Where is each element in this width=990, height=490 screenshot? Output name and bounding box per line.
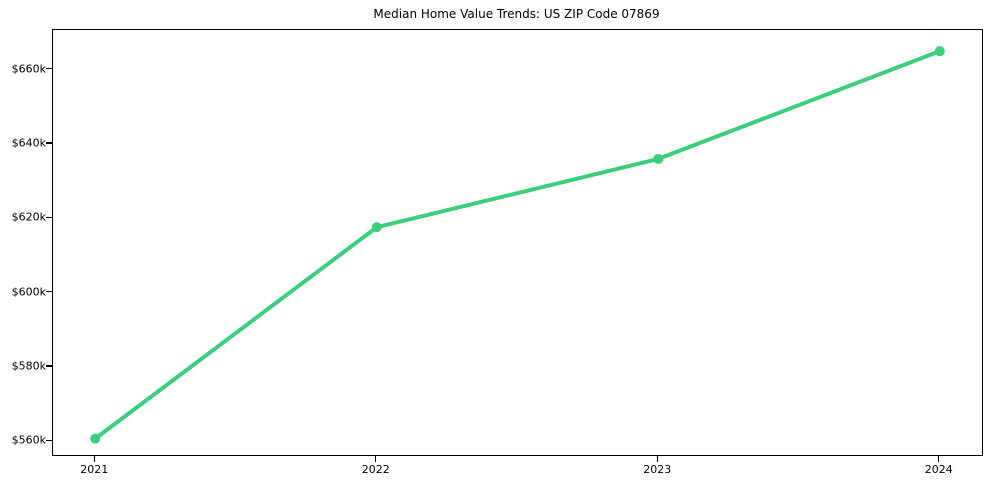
y-tick-mark (46, 365, 52, 367)
line-plot-canvas (90, 46, 945, 444)
data-point-2022 (371, 222, 382, 233)
y-tick-mark (46, 291, 52, 293)
x-tick-label: 2022 (361, 463, 390, 476)
y-tick-mark (46, 68, 52, 70)
trend-line (93, 49, 942, 441)
y-tick-label: $660k (11, 62, 46, 76)
data-point-2024 (934, 46, 945, 57)
y-tick-mark (46, 216, 52, 218)
x-tick-mark (938, 455, 940, 462)
x-tick-mark (656, 455, 658, 462)
x-tick-mark (93, 455, 95, 462)
y-tick-mark (46, 439, 52, 441)
data-point-2021 (90, 433, 101, 444)
x-tick-label: 2023 (643, 463, 672, 476)
chart-title: Median Home Value Trends: US ZIP Code 07… (373, 7, 660, 21)
y-tick-label: $600k (11, 285, 46, 299)
y-tick-label: $580k (11, 359, 46, 373)
x-tick-mark (375, 455, 377, 462)
x-tick-label: 2021 (80, 463, 109, 476)
plot-area (52, 29, 983, 456)
y-tick-label: $560k (11, 433, 46, 447)
x-tick-label: 2024 (924, 463, 953, 476)
y-tick-label: $620k (11, 210, 46, 224)
y-tick-mark (46, 142, 52, 144)
y-tick-label: $640k (11, 136, 46, 150)
data-point-2023 (653, 153, 664, 164)
